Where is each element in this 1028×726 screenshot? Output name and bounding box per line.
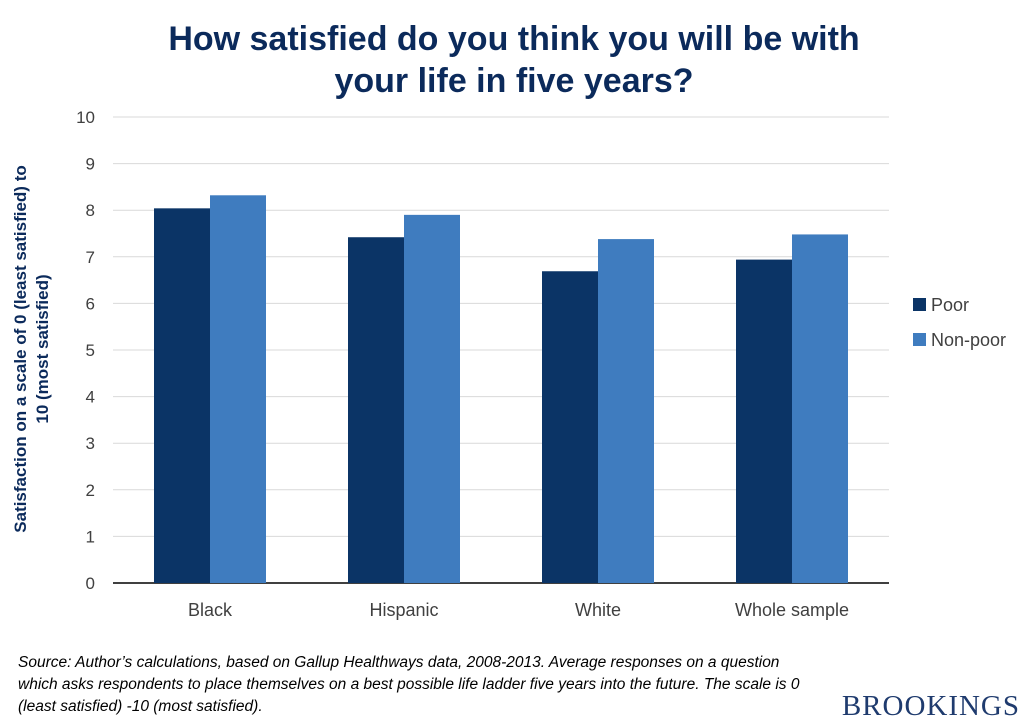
y-tick-label: 9 — [86, 155, 95, 174]
y-tick-label: 2 — [86, 481, 95, 500]
bar-chart: Satisfaction on a scale of 0 (least sati… — [11, 108, 1006, 620]
brookings-logo: BROOKINGS — [841, 690, 1020, 722]
y-tick-label: 0 — [86, 574, 95, 593]
x-category-label: Hispanic — [369, 600, 438, 620]
y-tick-label: 4 — [86, 388, 95, 407]
y-tick-label: 3 — [86, 434, 95, 453]
bar-non-poor-hispanic — [404, 214, 460, 584]
y-axis-title-line-1: Satisfaction on a scale of 0 (least sati… — [11, 165, 30, 533]
legend-label: Poor — [931, 295, 969, 315]
y-tick-labels: 0 1 2 3 4 5 6 7 8 9 10 — [76, 108, 95, 593]
y-axis-title-line-2: 10 (most satisfied) — [33, 274, 52, 423]
x-category-labels: Black Hispanic White Whole sample — [188, 600, 849, 620]
legend: Poor Non-poor — [913, 295, 1006, 350]
bar-poor-hispanic — [348, 237, 404, 583]
bar-non-poor-black — [210, 195, 266, 583]
source-note: Source: Author’s calculations, based on … — [18, 654, 800, 715]
chart-title-line-2: your life in five years? — [334, 62, 694, 100]
legend-label: Non-poor — [931, 330, 1006, 350]
y-tick-label: 1 — [86, 527, 95, 546]
x-category-label: Black — [188, 600, 233, 620]
x-category-label: White — [575, 600, 621, 620]
bar-non-poor-whole-sample — [792, 234, 848, 583]
bars — [154, 195, 848, 584]
y-tick-label: 5 — [86, 341, 95, 360]
bar-non-poor-white — [598, 239, 654, 584]
chart-title-line-1: How satisfied do you think you will be w… — [168, 20, 860, 58]
bar-poor-white — [542, 271, 598, 583]
y-tick-label: 8 — [86, 201, 95, 220]
legend-swatch — [913, 298, 926, 311]
x-category-label: Whole sample — [735, 600, 849, 620]
y-tick-label: 6 — [86, 294, 95, 313]
legend-swatch — [913, 333, 926, 346]
bar-poor-whole-sample — [736, 259, 792, 583]
y-tick-label: 7 — [86, 248, 95, 267]
y-tick-label: 10 — [76, 108, 95, 127]
chart-title: How satisfied do you think you will be w… — [0, 18, 1028, 102]
y-axis-title: Satisfaction on a scale of 0 (least sati… — [11, 165, 52, 533]
bar-poor-black — [154, 208, 210, 583]
